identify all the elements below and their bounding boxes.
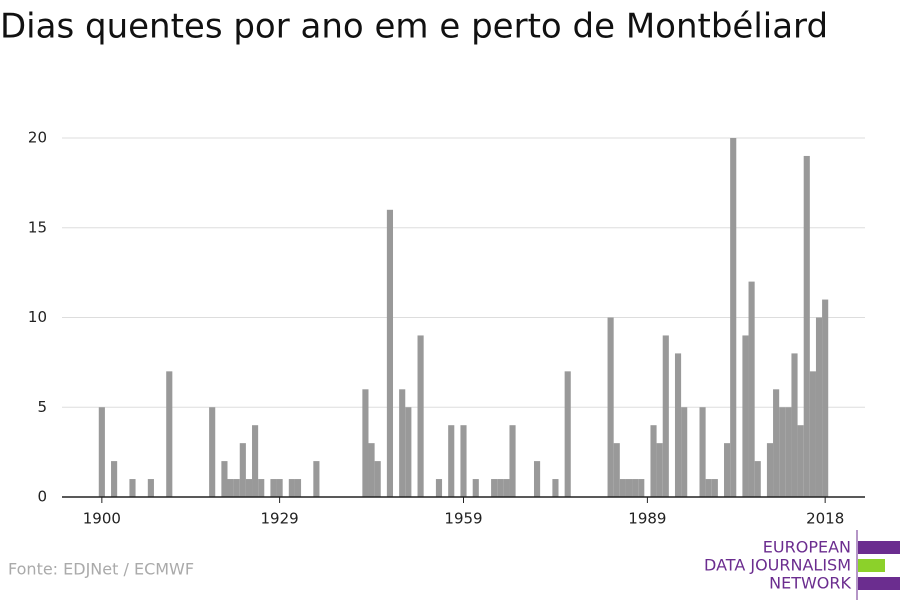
- bar: [227, 479, 234, 497]
- bar: [815, 317, 823, 497]
- source: Fonte: EDJNet / ECMWF: [8, 560, 194, 579]
- bar: [221, 461, 228, 497]
- bar: [258, 479, 265, 497]
- bar: [472, 479, 479, 497]
- y-tick-label: 0: [37, 488, 47, 506]
- bar: [766, 443, 774, 497]
- bar: [754, 461, 761, 497]
- bar: [791, 353, 798, 497]
- bar: [785, 407, 792, 497]
- bar: [797, 425, 804, 497]
- bar: [147, 479, 154, 497]
- y-tick-label: 5: [37, 398, 47, 416]
- bar: [705, 479, 712, 497]
- x-tick-label: 1959: [444, 510, 482, 528]
- y-tick-label: 10: [28, 308, 47, 326]
- bar: [294, 479, 302, 497]
- bar: [699, 407, 706, 497]
- bar: [564, 371, 571, 497]
- bar: [552, 479, 559, 497]
- bar: [239, 443, 246, 497]
- x-tick-label: 2018: [806, 510, 844, 528]
- x-tick-label: 1929: [261, 510, 299, 528]
- chart-title: Dias quentes por ano em e perto de Montb…: [0, 7, 828, 47]
- bar: [362, 389, 369, 497]
- bar: [497, 479, 504, 497]
- bar: [276, 479, 283, 497]
- bar: [711, 479, 718, 497]
- logo-bar: [858, 559, 885, 572]
- bar: [245, 479, 253, 497]
- bar: [448, 425, 455, 497]
- bar: [619, 479, 626, 497]
- bar: [724, 443, 731, 497]
- bar: [386, 209, 394, 498]
- bar: [270, 479, 277, 497]
- bar: [730, 138, 737, 497]
- y-tick-label: 15: [28, 218, 47, 236]
- bar: [632, 479, 639, 497]
- bar: [809, 371, 816, 497]
- bar: [662, 335, 669, 497]
- bar: [405, 407, 412, 497]
- logo-bar: [858, 577, 900, 590]
- bar: [650, 425, 657, 497]
- logo-text: NETWORK: [769, 574, 851, 593]
- x-tick-label: 1989: [628, 510, 666, 528]
- bar: [503, 479, 510, 497]
- bar: [748, 281, 755, 497]
- bar: [681, 407, 688, 497]
- bar: [656, 443, 663, 497]
- logo-text: EUROPEAN: [763, 538, 851, 557]
- y-tick-label: 20: [28, 129, 47, 147]
- bar: [674, 353, 682, 497]
- bar: [613, 443, 620, 497]
- bar: [509, 425, 516, 497]
- x-tick-label: 1900: [83, 510, 121, 528]
- bar: [533, 461, 541, 497]
- bar: [803, 155, 810, 497]
- bar: [417, 335, 424, 497]
- bar: [399, 389, 406, 497]
- bar: [435, 479, 443, 497]
- bar: [111, 461, 118, 497]
- logo: EUROPEAN DATA JOURNALISM NETWORK: [704, 530, 900, 600]
- bar: [252, 425, 259, 497]
- bar: [288, 479, 295, 497]
- bar: [638, 479, 645, 497]
- bar: [773, 389, 780, 497]
- bar: [607, 317, 614, 497]
- bar: [742, 335, 749, 497]
- bar: [779, 407, 786, 497]
- bar: [822, 299, 829, 497]
- bar: [491, 479, 498, 497]
- bar: [129, 479, 136, 497]
- bar: [313, 461, 320, 497]
- bar: [166, 371, 173, 497]
- bar: [368, 443, 375, 497]
- bar: [460, 425, 467, 497]
- bar: [374, 461, 381, 497]
- bar: [625, 479, 633, 497]
- bar: [98, 407, 105, 497]
- logo-text: DATA JOURNALISM: [704, 556, 851, 575]
- bar: [233, 479, 240, 497]
- bar: [209, 407, 216, 497]
- logo-bar: [858, 541, 900, 554]
